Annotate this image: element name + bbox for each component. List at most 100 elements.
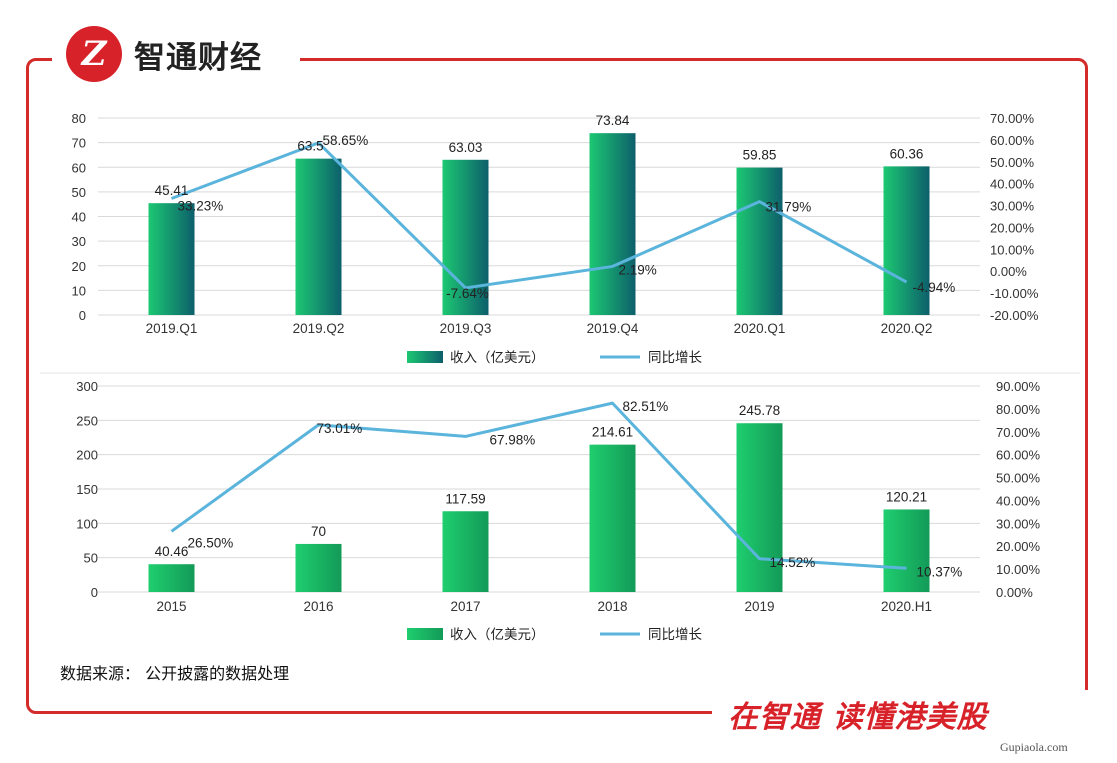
- legend-line-label: 同比增长: [648, 350, 702, 366]
- y-right-tick-label: 0.00%: [996, 585, 1033, 600]
- legend-bar-label: 收入（亿美元）: [450, 350, 545, 366]
- y-right-tick-label: 0.00%: [990, 264, 1027, 279]
- y-left-tick-label: 20: [72, 259, 86, 274]
- y-right-tick-label: 60.00%: [990, 133, 1035, 148]
- x-tick-label: 2017: [450, 599, 480, 614]
- growth-value-label: 14.52%: [770, 555, 816, 570]
- growth-value-label: 58.65%: [323, 133, 369, 148]
- bar: [295, 543, 342, 592]
- annual-revenue-chart: 0 50 100 150 200 250 300 0.00% 10.00% 20.00% 30.00…: [76, 379, 1040, 643]
- bar-value-label: 45.41: [155, 183, 189, 198]
- bar: [442, 511, 489, 592]
- x-tick-label: 2018: [597, 599, 627, 614]
- y-right-tick-label: 70.00%: [990, 111, 1035, 126]
- bar-value-label: 63.5: [297, 139, 323, 154]
- bar-value-label: 120.21: [886, 489, 927, 504]
- bar: [295, 158, 342, 315]
- slogan-text: 在智通 读懂港美股: [728, 700, 988, 735]
- growth-line: [170, 401, 907, 570]
- y-right-tick-label: 10.00%: [996, 562, 1041, 577]
- x-tick-label: 2015: [156, 599, 186, 614]
- bar-value-label: 70: [311, 524, 326, 539]
- growth-line: [170, 141, 908, 290]
- legend-bar-label: 收入（亿美元）: [450, 627, 545, 643]
- x-tick-label: 2020.Q1: [734, 321, 786, 336]
- growth-value-label: 73.01%: [317, 421, 363, 436]
- bar: [883, 509, 930, 592]
- bar: [883, 166, 930, 315]
- x-tick-label: 2019.Q4: [587, 321, 639, 336]
- y-right-tick-label: 50.00%: [990, 155, 1035, 170]
- y-right-tick-label: 50.00%: [996, 471, 1041, 486]
- legend-bar-swatch: [407, 628, 443, 640]
- x-tick-label: 2019.Q3: [440, 321, 492, 336]
- y-left-tick-label: 200: [76, 448, 98, 463]
- y-left-tick-label: 0: [91, 585, 98, 600]
- brand-header: Z 智通财经: [52, 14, 300, 94]
- x-tick-label: 2019: [744, 599, 774, 614]
- y-right-tick-label: 30.00%: [996, 516, 1041, 531]
- y-right-tick-label: 40.00%: [990, 177, 1035, 192]
- bar: [736, 167, 783, 315]
- y-left-tick-label: 0: [79, 308, 86, 323]
- bar: [589, 444, 636, 592]
- growth-value-label: 67.98%: [490, 432, 536, 447]
- border-frame: [26, 58, 1088, 714]
- y-left-tick-label: 70: [72, 136, 86, 151]
- bar-value-label: 60.36: [890, 146, 924, 161]
- x-tick-label: 2019.Q1: [146, 321, 198, 336]
- legend-bar-swatch: [407, 351, 443, 363]
- x-tick-label: 2020.H1: [881, 599, 932, 614]
- y-left-tick-label: 50: [72, 185, 86, 200]
- growth-value-label: -4.94%: [913, 280, 956, 295]
- growth-value-label: 10.37%: [917, 564, 963, 579]
- y-right-tick-label: 20.00%: [990, 220, 1035, 235]
- y-right-tick-label: 30.00%: [990, 199, 1035, 214]
- y-right-tick-label: -10.00%: [990, 286, 1039, 301]
- bar-value-label: 40.46: [155, 544, 189, 559]
- bar-value-label: 117.59: [445, 491, 485, 506]
- bar: [736, 423, 783, 592]
- bar: [589, 133, 636, 315]
- bar-value-label: 73.84: [596, 113, 630, 128]
- y-right-tick-label: -20.00%: [990, 308, 1039, 323]
- bar-value-label: 59.85: [743, 148, 777, 163]
- source-note: 数据来源： 公开披露的数据处理: [60, 664, 290, 683]
- y-left-tick-label: 10: [72, 283, 86, 298]
- y-left-tick-label: 60: [72, 160, 86, 175]
- growth-value-label: 33.23%: [178, 198, 224, 213]
- legend-line-label: 同比增长: [648, 627, 702, 643]
- bar-value-label: 63.03: [449, 140, 483, 155]
- bar-value-label: 245.78: [739, 403, 780, 418]
- y-right-tick-label: 10.00%: [990, 242, 1035, 257]
- y-left-tick-label: 150: [76, 482, 98, 497]
- x-tick-label: 2019.Q2: [293, 321, 345, 336]
- y-left-tick-label: 100: [76, 516, 98, 531]
- y-left-tick-label: 80: [72, 111, 86, 126]
- growth-value-label: 2.19%: [619, 262, 657, 277]
- y-left-tick-label: 50: [84, 551, 98, 566]
- logo-mark: Z: [81, 34, 107, 74]
- bar: [148, 564, 195, 592]
- y-right-tick-label: 40.00%: [996, 493, 1041, 508]
- y-right-tick-label: 90.00%: [996, 379, 1041, 394]
- logo-icon: Z: [66, 26, 122, 82]
- growth-value-label: -7.64%: [446, 286, 489, 301]
- growth-value-label: 26.50%: [188, 535, 234, 550]
- bar-value-label: 214.61: [592, 425, 633, 440]
- watermark-text: Gupiaola.com: [1000, 740, 1068, 754]
- y-right-tick-label: 20.00%: [996, 539, 1041, 554]
- y-right-tick-label: 70.00%: [996, 425, 1041, 440]
- y-right-tick-label: 60.00%: [996, 448, 1041, 463]
- y-left-tick-label: 250: [76, 413, 98, 428]
- quarterly-revenue-chart: 0 10 20 30 40 50 60 70 80 -20.00% -10.00% 0.00% 10.0…: [72, 111, 1039, 366]
- y-left-tick-label: 30: [72, 234, 86, 249]
- y-left-tick-label: 300: [76, 379, 98, 394]
- brand-name: 智通财经: [134, 39, 262, 76]
- growth-value-label: 82.51%: [623, 399, 669, 414]
- x-tick-label: 2020.Q2: [881, 321, 933, 336]
- y-right-tick-label: 80.00%: [996, 402, 1041, 417]
- growth-value-label: 31.79%: [766, 200, 812, 215]
- slogan-box: 在智通 读懂港美股: [712, 690, 1092, 738]
